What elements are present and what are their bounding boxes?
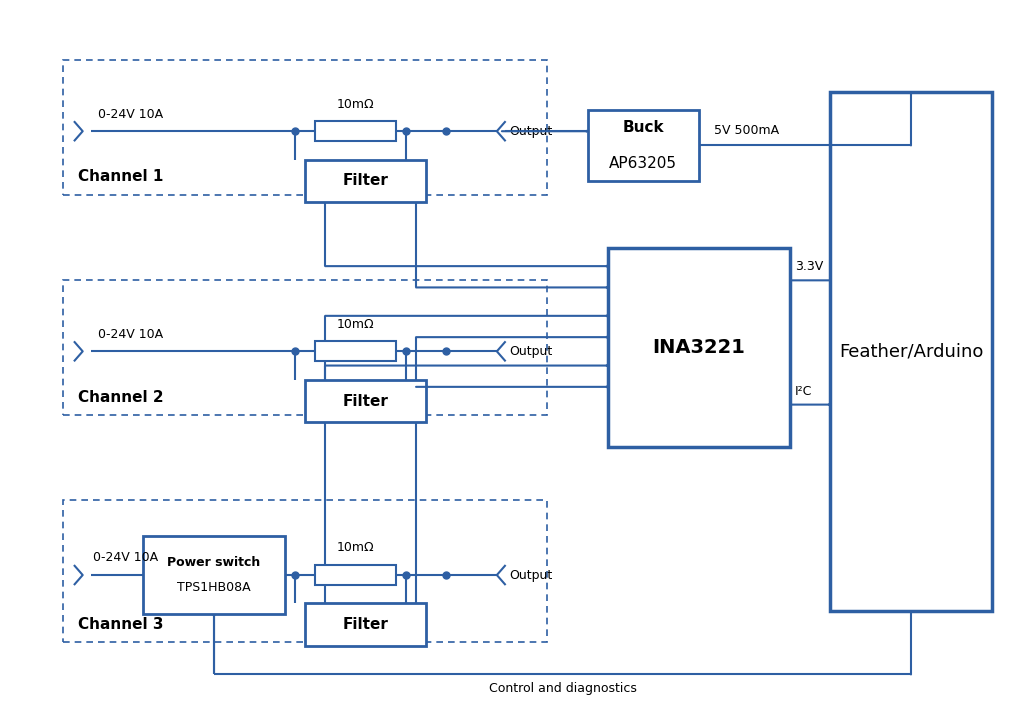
- Text: Output: Output: [509, 345, 552, 358]
- Bar: [143, 536, 285, 614]
- Text: Filter: Filter: [343, 618, 388, 632]
- Bar: [608, 248, 790, 447]
- Bar: [588, 110, 698, 181]
- Text: Output: Output: [509, 568, 552, 581]
- Text: INA3221: INA3221: [652, 338, 745, 358]
- Bar: [305, 159, 426, 202]
- Text: 3.3V: 3.3V: [795, 260, 823, 273]
- Bar: [830, 92, 992, 610]
- Text: Channel 2: Channel 2: [78, 390, 163, 405]
- Text: I²C: I²C: [795, 384, 812, 397]
- Bar: [305, 603, 426, 646]
- Text: Buck: Buck: [623, 120, 665, 135]
- Text: Filter: Filter: [343, 174, 388, 188]
- Bar: [315, 122, 396, 141]
- Text: 0-24V 10A: 0-24V 10A: [98, 328, 163, 341]
- Bar: [315, 565, 396, 585]
- Text: Filter: Filter: [343, 394, 388, 408]
- Bar: [62, 500, 548, 642]
- Text: 10mΩ: 10mΩ: [337, 318, 374, 331]
- Text: 0-24V 10A: 0-24V 10A: [98, 108, 163, 121]
- Text: 10mΩ: 10mΩ: [337, 542, 374, 555]
- Bar: [62, 280, 548, 416]
- Text: 0-24V 10A: 0-24V 10A: [93, 552, 158, 565]
- Text: 5V 500mA: 5V 500mA: [714, 124, 779, 137]
- Text: Feather/Arduino: Feather/Arduino: [839, 342, 983, 361]
- Text: Control and diagnostics: Control and diagnostics: [488, 681, 637, 694]
- Text: TPS1HB08A: TPS1HB08A: [177, 581, 251, 594]
- Bar: [305, 380, 426, 422]
- Text: AP63205: AP63205: [609, 156, 677, 171]
- Bar: [315, 342, 396, 361]
- Text: Channel 1: Channel 1: [78, 169, 163, 185]
- Text: Output: Output: [509, 125, 552, 138]
- Bar: [62, 60, 548, 195]
- Text: 10mΩ: 10mΩ: [337, 98, 374, 111]
- Text: Power switch: Power switch: [167, 556, 261, 569]
- Text: Channel 3: Channel 3: [78, 617, 163, 632]
